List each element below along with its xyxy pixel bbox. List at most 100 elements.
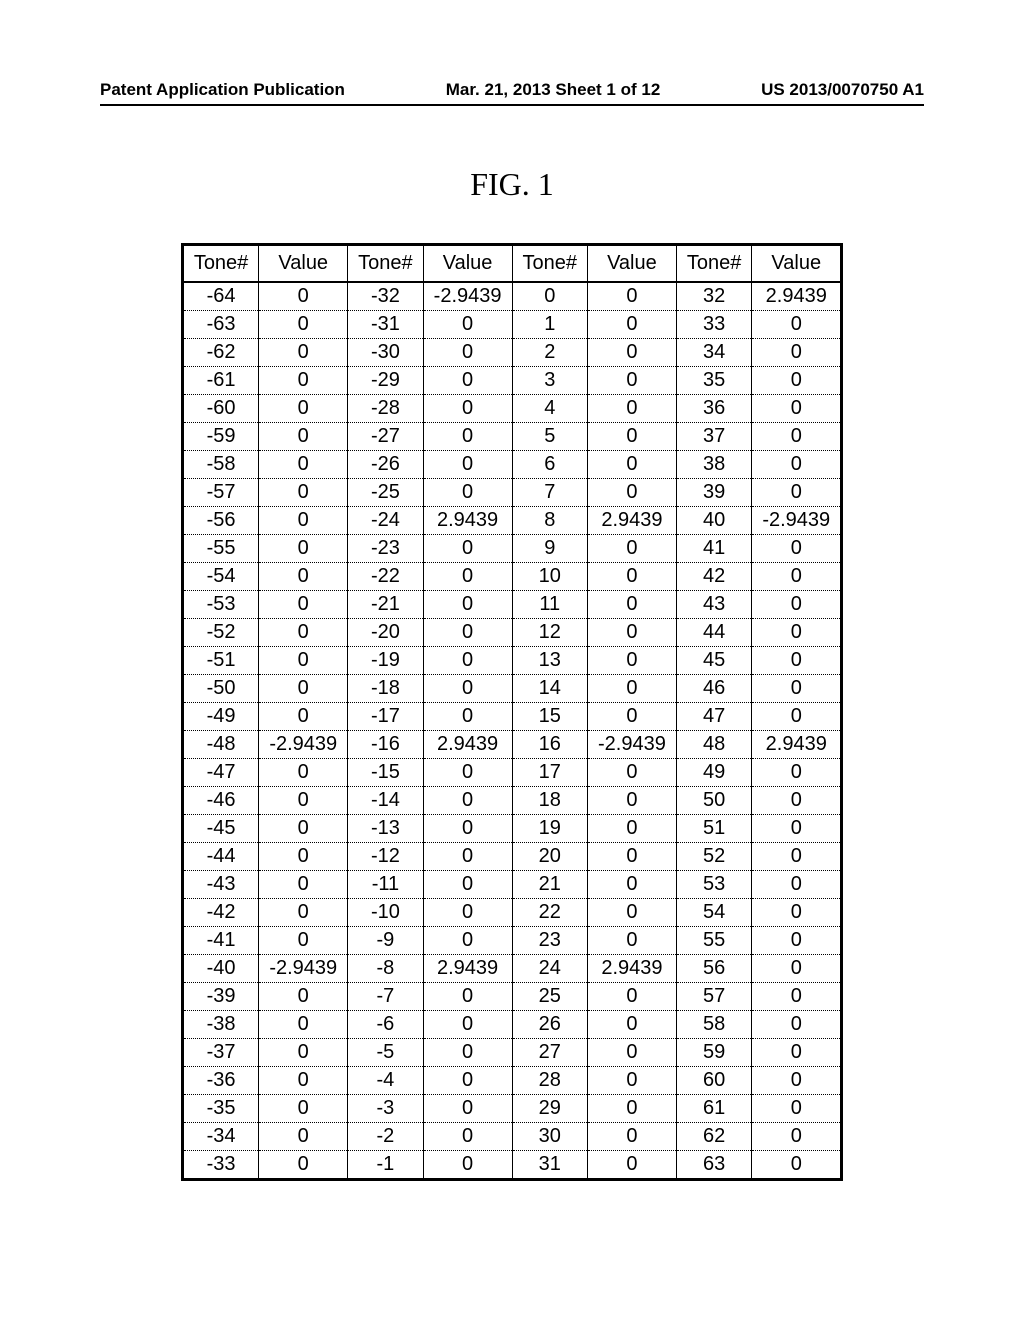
table-cell: 0 — [752, 1067, 842, 1095]
table-cell: 46 — [676, 675, 752, 703]
col-header: Tone# — [676, 245, 752, 283]
table-cell: -19 — [348, 647, 424, 675]
table-cell: 52 — [676, 843, 752, 871]
table-cell: -2 — [348, 1123, 424, 1151]
table-cell: 2.9439 — [423, 507, 512, 535]
table-cell: -5 — [348, 1039, 424, 1067]
table-cell: -63 — [182, 311, 259, 339]
table-cell: 0 — [423, 1095, 512, 1123]
table-cell: 25 — [512, 983, 588, 1011]
table-cell: -8 — [348, 955, 424, 983]
page-header: Patent Application Publication Mar. 21, … — [100, 80, 924, 106]
table-row: -540-220100420 — [182, 563, 841, 591]
table-cell: 0 — [752, 815, 842, 843]
table-cell: 63 — [676, 1151, 752, 1180]
table-cell: 58 — [676, 1011, 752, 1039]
table-cell: 62 — [676, 1123, 752, 1151]
table-row: -380-60260580 — [182, 1011, 841, 1039]
table-cell: -55 — [182, 535, 259, 563]
table-cell: 37 — [676, 423, 752, 451]
table-cell: 0 — [423, 787, 512, 815]
table-cell: 50 — [676, 787, 752, 815]
table-row: -430-110210530 — [182, 871, 841, 899]
table-cell: -31 — [348, 311, 424, 339]
table-cell: 0 — [752, 983, 842, 1011]
table-cell: -64 — [182, 282, 259, 311]
table-cell: 15 — [512, 703, 588, 731]
table-cell: 0 — [588, 1095, 677, 1123]
table-cell: 0 — [752, 591, 842, 619]
table-cell: 0 — [423, 703, 512, 731]
table-cell: 47 — [676, 703, 752, 731]
table-cell: 0 — [423, 983, 512, 1011]
table-cell: 48 — [676, 731, 752, 759]
table-cell: 16 — [512, 731, 588, 759]
table-cell: -38 — [182, 1011, 259, 1039]
table-cell: 19 — [512, 815, 588, 843]
table-cell: 32 — [676, 282, 752, 311]
table-cell: 0 — [752, 423, 842, 451]
table-cell: 0 — [512, 282, 588, 311]
table-cell: 0 — [752, 759, 842, 787]
table-cell: 0 — [752, 1151, 842, 1180]
table-row: -520-200120440 — [182, 619, 841, 647]
table-cell: 56 — [676, 955, 752, 983]
table-cell: 0 — [259, 282, 348, 311]
table-cell: 0 — [752, 367, 842, 395]
table-cell: -51 — [182, 647, 259, 675]
table-row: -350-30290610 — [182, 1095, 841, 1123]
table-cell: 24 — [512, 955, 588, 983]
table-cell: 0 — [259, 367, 348, 395]
table-body: -640-32-2.943900322.9439-630-31010330-62… — [182, 282, 841, 1180]
table-row: -48-2.9439-162.943916-2.9439482.9439 — [182, 731, 841, 759]
table-cell: -21 — [348, 591, 424, 619]
table-cell: 0 — [259, 899, 348, 927]
table-cell: -2.9439 — [423, 282, 512, 311]
table-cell: 0 — [259, 675, 348, 703]
table-cell: -44 — [182, 843, 259, 871]
table-cell: 0 — [752, 675, 842, 703]
table-cell: 0 — [588, 647, 677, 675]
table-cell: 0 — [752, 955, 842, 983]
table-cell: 0 — [588, 815, 677, 843]
patent-page: Patent Application Publication Mar. 21, … — [0, 0, 1024, 1221]
table-cell: 0 — [259, 815, 348, 843]
table-row: -340-20300620 — [182, 1123, 841, 1151]
table-cell: 36 — [676, 395, 752, 423]
table-row: -40-2.9439-82.9439242.9439560 — [182, 955, 841, 983]
table-cell: -2.9439 — [752, 507, 842, 535]
table-cell: 0 — [588, 675, 677, 703]
table-cell: 7 — [512, 479, 588, 507]
table-cell: 0 — [752, 535, 842, 563]
table-cell: 0 — [423, 899, 512, 927]
col-header: Tone# — [348, 245, 424, 283]
table-cell: 0 — [588, 983, 677, 1011]
table-cell: 2.9439 — [588, 955, 677, 983]
table-cell: -18 — [348, 675, 424, 703]
table-cell: -12 — [348, 843, 424, 871]
table-row: -460-140180500 — [182, 787, 841, 815]
table-cell: -1 — [348, 1151, 424, 1180]
table-cell: -49 — [182, 703, 259, 731]
table-cell: 5 — [512, 423, 588, 451]
table-cell: 2 — [512, 339, 588, 367]
table-cell: 54 — [676, 899, 752, 927]
table-cell: 0 — [588, 311, 677, 339]
table-cell: -52 — [182, 619, 259, 647]
table-cell: 0 — [423, 815, 512, 843]
table-cell: -2.9439 — [259, 955, 348, 983]
table-cell: -57 — [182, 479, 259, 507]
table-row: -500-180140460 — [182, 675, 841, 703]
table-cell: -28 — [348, 395, 424, 423]
table-cell: 3 — [512, 367, 588, 395]
table-cell: 0 — [259, 1123, 348, 1151]
table-cell: -43 — [182, 871, 259, 899]
table-row: -510-190130450 — [182, 647, 841, 675]
table-cell: 29 — [512, 1095, 588, 1123]
table-cell: -59 — [182, 423, 259, 451]
table-cell: 26 — [512, 1011, 588, 1039]
table-cell: 22 — [512, 899, 588, 927]
table-cell: -48 — [182, 731, 259, 759]
table-cell: -39 — [182, 983, 259, 1011]
table-cell: -20 — [348, 619, 424, 647]
